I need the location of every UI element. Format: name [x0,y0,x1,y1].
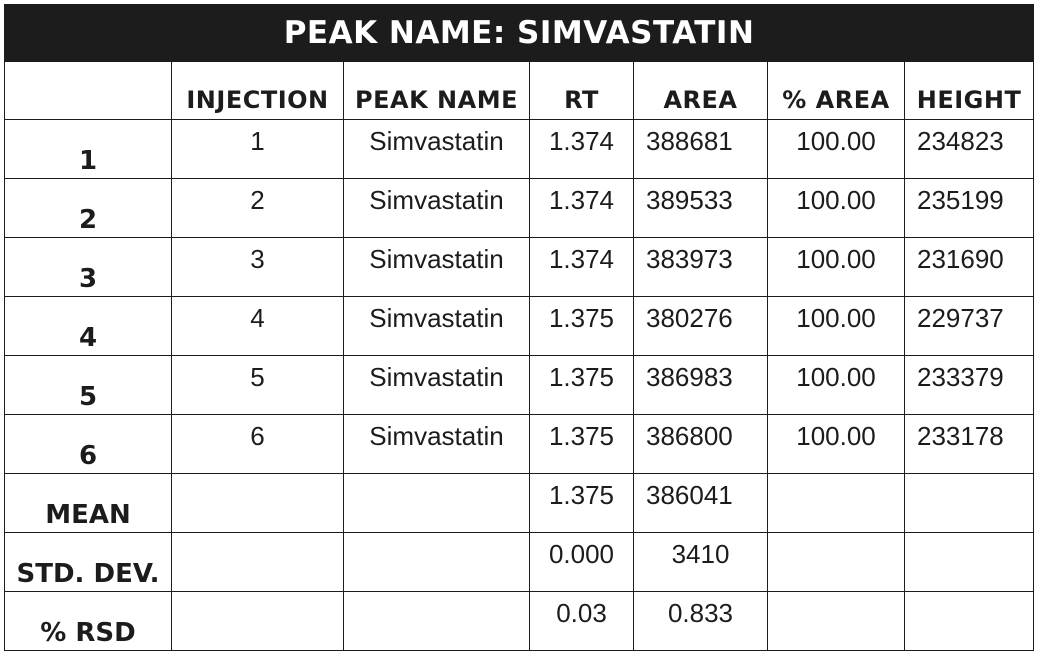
injection-cell: 5 [171,355,344,415]
stats-row-std-dev: STD. DEV. 0.000 3410 [4,532,1035,592]
area-cell: 386983 [633,355,768,415]
stats-row-rsd: % RSD 0.03 0.833 [4,591,1035,651]
empty-cell [767,473,905,533]
header-peak-name: PEAK NAME [343,61,530,120]
row-label: MEAN [4,473,172,533]
results-table: PEAK NAME: SIMVASTATIN INJECTION PEAK NA… [3,4,1035,651]
pct-area-cell: 100.00 [767,237,905,297]
empty-cell [343,532,530,592]
height-cell: 234823 [903,119,1035,179]
height-cell: 235199 [903,178,1035,238]
rt-cell: 1.374 [529,237,634,297]
stats-row-mean: MEAN 1.375 386041 [4,473,1035,533]
height-cell: 231690 [903,237,1035,297]
row-label: 4 [4,296,172,356]
area-cell: 383973 [633,237,768,297]
injection-cell: 1 [171,119,344,179]
area-cell: 386041 [633,473,768,533]
header-pct-area: % AREA [767,61,905,120]
empty-cell [903,532,1035,592]
height-cell: 229737 [903,296,1035,356]
empty-cell [343,591,530,651]
peak-name-cell: Simvastatin [343,178,530,238]
injection-cell: 2 [171,178,344,238]
empty-cell [903,591,1035,651]
rt-cell: 0.03 [529,591,634,651]
injection-cell: 6 [171,414,344,474]
table-row: 2 2 Simvastatin 1.374 389533 100.00 2351… [4,178,1035,238]
row-label: 2 [4,178,172,238]
pct-area-cell: 100.00 [767,355,905,415]
rt-cell: 1.374 [529,178,634,238]
header-rt: RT [529,61,634,120]
results-table-container: PEAK NAME: SIMVASTATIN INJECTION PEAK NA… [3,4,1035,651]
pct-area-cell: 100.00 [767,296,905,356]
row-label: 1 [4,119,172,179]
row-label: STD. DEV. [4,532,172,592]
rt-cell: 1.375 [529,296,634,356]
peak-name-cell: Simvastatin [343,296,530,356]
rt-cell: 1.375 [529,473,634,533]
empty-cell [171,532,344,592]
rt-cell: 1.375 [529,414,634,474]
row-label: % RSD [4,591,172,651]
injection-cell: 3 [171,237,344,297]
row-label: 3 [4,237,172,297]
area-cell: 380276 [633,296,768,356]
empty-cell [343,473,530,533]
table-row: 3 3 Simvastatin 1.374 383973 100.00 2316… [4,237,1035,297]
peak-name-cell: Simvastatin [343,414,530,474]
height-cell: 233379 [903,355,1035,415]
peak-name-cell: Simvastatin [343,237,530,297]
rt-cell: 1.374 [529,119,634,179]
rt-cell: 0.000 [529,532,634,592]
table-row: 6 6 Simvastatin 1.375 386800 100.00 2331… [4,414,1035,474]
area-cell: 3410 [633,532,768,592]
pct-area-cell: 100.00 [767,178,905,238]
injection-cell: 4 [171,296,344,356]
table-row: 4 4 Simvastatin 1.375 380276 100.00 2297… [4,296,1035,356]
peak-name-cell: Simvastatin [343,119,530,179]
header-area: AREA [633,61,768,120]
area-cell: 389533 [633,178,768,238]
row-label: 6 [4,414,172,474]
table-title: PEAK NAME: SIMVASTATIN [3,4,1035,62]
peak-name-cell: Simvastatin [343,355,530,415]
table-row: 5 5 Simvastatin 1.375 386983 100.00 2333… [4,355,1035,415]
empty-cell [171,591,344,651]
area-cell: 0.833 [633,591,768,651]
height-cell: 233178 [903,414,1035,474]
pct-area-cell: 100.00 [767,119,905,179]
empty-cell [767,532,905,592]
area-cell: 386800 [633,414,768,474]
header-row-label [4,61,172,120]
row-label: 5 [4,355,172,415]
area-cell: 388681 [633,119,768,179]
header-injection: INJECTION [171,61,344,120]
table-row: 1 1 Simvastatin 1.374 388681 100.00 2348… [4,119,1035,179]
header-row: INJECTION PEAK NAME RT AREA % AREA HEIGH… [4,61,1035,120]
header-height: HEIGHT [903,61,1035,120]
rt-cell: 1.375 [529,355,634,415]
pct-area-cell: 100.00 [767,414,905,474]
empty-cell [171,473,344,533]
empty-cell [903,473,1035,533]
empty-cell [767,591,905,651]
